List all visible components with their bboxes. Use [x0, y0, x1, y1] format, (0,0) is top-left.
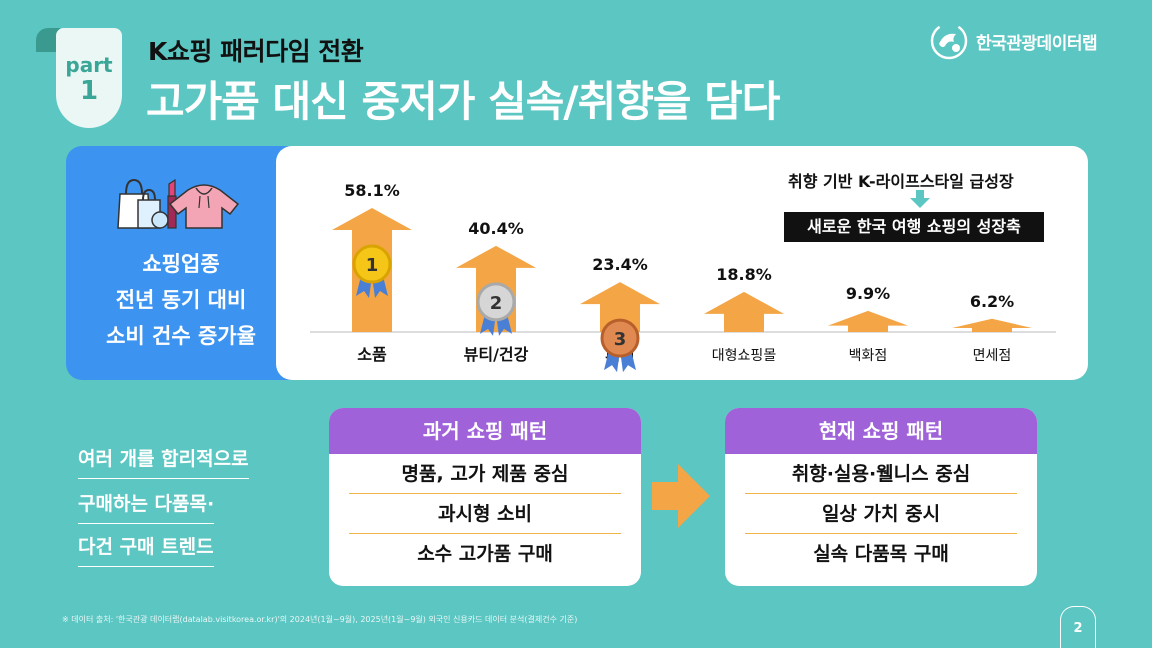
svg-text:2: 2 [490, 293, 503, 314]
page-subtitle: K쇼핑 패러다임 전환 [148, 37, 364, 66]
summary-label: 쇼핑업종 전년 동기 대비 소비 건수 증가율 [76, 246, 286, 354]
past-pattern-item: 과시형 소비 [349, 494, 621, 534]
summary-line-2: 전년 동기 대비 [115, 288, 247, 312]
category-label-1: 소품 [357, 345, 387, 364]
summary-line-3: 소비 건수 증가율 [106, 324, 256, 348]
right-arrow-icon [652, 464, 710, 528]
data-source-footnote: ※ 데이터 출처: '한국관광 데이터랩(datalab.visitkorea.… [62, 615, 578, 624]
category-label-2: 뷰티/건강 [464, 345, 529, 364]
rank-medal-2: 2 [476, 282, 516, 336]
shopping-items-icon [117, 178, 240, 229]
part-word: part [65, 53, 113, 77]
trend-line-2: 구매하는 다품목· [78, 489, 215, 524]
value-label-4: 18.8% [716, 265, 772, 284]
bar-6 [952, 318, 1032, 332]
value-label-2: 40.4% [468, 219, 524, 238]
logo: 한국관광데이터랩 [930, 22, 1098, 60]
svg-text:3: 3 [614, 329, 627, 350]
dolphin-logo-icon [930, 22, 968, 60]
down-arrow-icon [910, 190, 930, 208]
page-title: 고가품 대신 중저가 실속/취향을 담다 [146, 77, 780, 126]
svg-text:1: 1 [366, 255, 379, 276]
present-pattern-item: 실속 다품목 구매 [813, 543, 949, 565]
value-label-5: 9.9% [846, 284, 890, 303]
past-pattern-title: 과거 쇼핑 패턴 [329, 408, 641, 454]
present-pattern-title: 현재 쇼핑 패턴 [725, 408, 1037, 454]
category-label-4: 대형쇼핑몰 [712, 348, 777, 364]
category-label-5: 백화점 [849, 348, 888, 364]
value-label-1: 58.1% [344, 181, 400, 200]
trend-line-3: 다건 구매 트렌드 [78, 532, 214, 567]
value-label-3: 23.4% [592, 255, 648, 274]
callout-box: 새로운 한국 여행 쇼핑의 성장축 [784, 212, 1044, 242]
logo-text: 한국관광데이터랩 [976, 33, 1098, 54]
past-pattern-item: 명품, 고가 제품 중심 [349, 454, 621, 494]
part-number: 1 [79, 76, 99, 106]
summary-line-1: 쇼핑업종 [142, 252, 220, 276]
category-label-6: 면세점 [973, 348, 1012, 364]
chart-card [276, 146, 1088, 380]
trend-line-1: 여러 개를 합리적으로 [78, 444, 249, 479]
present-pattern-item: 일상 가치 중시 [745, 494, 1017, 534]
growth-bar-chart: 58.1%소품140.4%뷰티/건강223.4%패션318.8%대형쇼핑몰9.9… [310, 181, 1056, 373]
past-pattern-card: 과거 쇼핑 패턴 명품, 고가 제품 중심 과시형 소비 소수 고가품 구매 [329, 408, 641, 586]
rank-medal-1: 1 [352, 244, 392, 299]
callout-text: 취향 기반 K-라이프스타일 급성장 [788, 172, 1014, 191]
present-pattern-card: 현재 쇼핑 패턴 취향·실용·웰니스 중심 일상 가치 중시 실속 다품목 구매 [725, 408, 1037, 586]
part-tab: part 1 [56, 28, 122, 128]
value-label-6: 6.2% [970, 292, 1014, 311]
bar-3 [580, 282, 660, 332]
page-number: 2 [1060, 606, 1096, 648]
present-pattern-item: 취향·실용·웰니스 중심 [745, 454, 1017, 494]
bar-4 [704, 291, 784, 332]
past-pattern-item: 소수 고가품 구매 [417, 543, 553, 565]
rank-medal-3: 3 [600, 318, 640, 373]
bar-5 [828, 310, 908, 332]
